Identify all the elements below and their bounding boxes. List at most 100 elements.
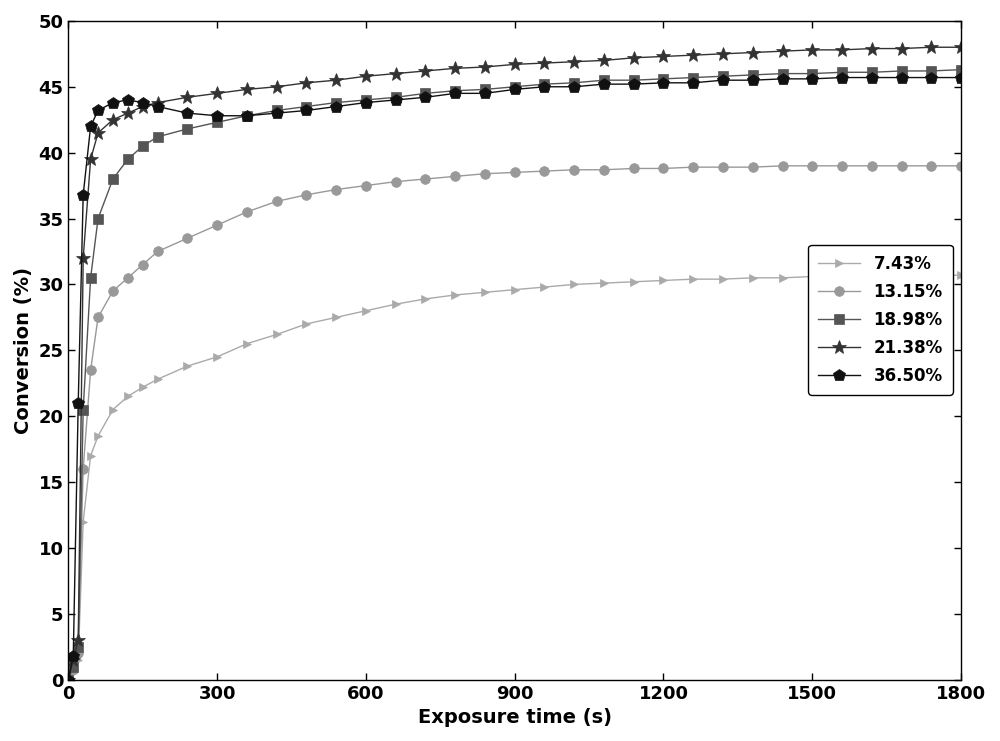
21.38% [806, 45, 818, 54]
36.50% [777, 74, 789, 83]
36.50% [92, 106, 104, 115]
21.38% [300, 79, 312, 87]
18.98% [479, 85, 491, 94]
21.38% [777, 47, 789, 56]
21.38% [72, 636, 84, 645]
36.50% [538, 82, 550, 91]
21.38% [122, 109, 134, 118]
18.98% [925, 67, 937, 76]
18.98% [568, 79, 580, 87]
Y-axis label: Conversion (%): Conversion (%) [14, 267, 33, 433]
7.43% [836, 272, 848, 281]
21.38% [479, 62, 491, 71]
13.15% [360, 181, 372, 190]
21.38% [152, 98, 164, 107]
18.98% [538, 80, 550, 89]
36.50% [598, 80, 610, 89]
36.50% [72, 399, 84, 408]
13.15% [122, 273, 134, 282]
36.50% [687, 79, 699, 87]
36.50% [67, 651, 79, 660]
21.38% [85, 155, 97, 164]
7.43% [300, 319, 312, 328]
18.98% [598, 76, 610, 84]
21.38% [419, 67, 431, 76]
13.15% [72, 649, 84, 658]
18.98% [181, 124, 193, 133]
7.43% [390, 299, 402, 308]
13.15% [806, 162, 818, 170]
Line: 7.43%: 7.43% [64, 271, 965, 684]
7.43% [955, 270, 967, 279]
36.50% [62, 675, 74, 684]
13.15% [628, 164, 640, 173]
36.50% [390, 96, 402, 104]
7.43% [687, 275, 699, 284]
18.98% [330, 98, 342, 107]
36.50% [107, 98, 119, 107]
Line: 21.38%: 21.38% [61, 40, 968, 687]
13.15% [687, 163, 699, 172]
7.43% [747, 273, 759, 282]
X-axis label: Exposure time (s): Exposure time (s) [418, 708, 612, 727]
18.98% [419, 89, 431, 98]
13.15% [390, 177, 402, 186]
21.38% [955, 43, 967, 52]
7.43% [449, 290, 461, 299]
7.43% [509, 285, 521, 294]
7.43% [330, 313, 342, 322]
21.38% [67, 656, 79, 665]
Line: 36.50%: 36.50% [62, 71, 967, 686]
18.98% [241, 111, 253, 120]
36.50% [657, 79, 669, 87]
21.38% [181, 93, 193, 102]
36.50% [896, 73, 908, 82]
13.15% [657, 164, 669, 173]
7.43% [92, 431, 104, 440]
18.98% [72, 642, 84, 651]
18.98% [271, 106, 283, 115]
21.38% [925, 43, 937, 52]
13.15% [181, 234, 193, 243]
21.38% [107, 116, 119, 124]
36.50% [300, 106, 312, 115]
18.98% [300, 102, 312, 111]
18.98% [449, 86, 461, 95]
13.15% [152, 247, 164, 256]
18.98% [107, 175, 119, 184]
21.38% [360, 72, 372, 81]
18.98% [806, 69, 818, 78]
7.43% [538, 282, 550, 291]
7.43% [241, 339, 253, 348]
7.43% [419, 294, 431, 303]
18.98% [122, 155, 134, 164]
21.38% [747, 48, 759, 57]
18.98% [67, 662, 79, 671]
36.50% [747, 76, 759, 84]
7.43% [896, 270, 908, 279]
13.15% [717, 163, 729, 172]
21.38% [77, 253, 89, 262]
18.98% [85, 273, 97, 282]
7.43% [72, 656, 84, 665]
18.98% [687, 73, 699, 82]
7.43% [925, 270, 937, 279]
36.50% [241, 111, 253, 120]
13.15% [85, 365, 97, 374]
36.50% [152, 102, 164, 111]
21.38% [390, 69, 402, 78]
13.15% [866, 162, 878, 170]
18.98% [896, 67, 908, 76]
Legend: 7.43%, 13.15%, 18.98%, 21.38%, 36.50%: 7.43%, 13.15%, 18.98%, 21.38%, 36.50% [808, 245, 953, 395]
7.43% [67, 668, 79, 677]
7.43% [137, 383, 149, 392]
18.98% [717, 72, 729, 81]
36.50% [211, 111, 223, 120]
36.50% [330, 102, 342, 111]
18.98% [62, 675, 74, 684]
36.50% [479, 89, 491, 98]
13.15% [955, 162, 967, 170]
36.50% [955, 73, 967, 82]
18.98% [866, 68, 878, 77]
21.38% [211, 89, 223, 98]
